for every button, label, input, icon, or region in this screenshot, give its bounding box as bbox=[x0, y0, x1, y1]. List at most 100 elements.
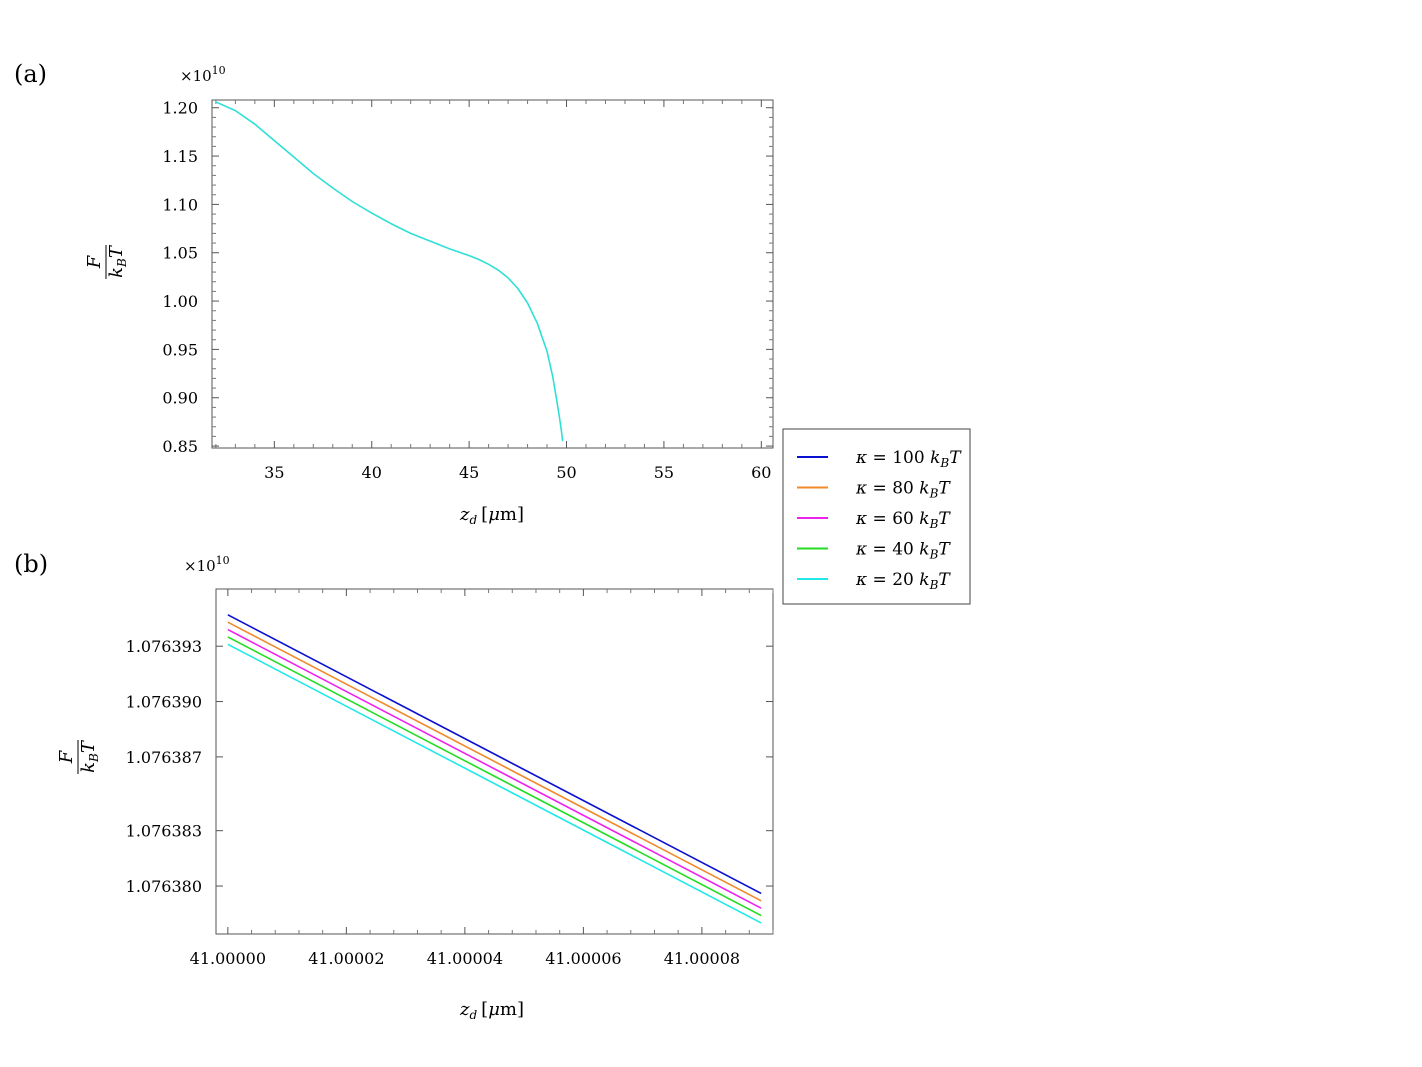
chart-a-xlabel-sub: d bbox=[469, 513, 477, 527]
legend-kappa: κ bbox=[855, 509, 867, 529]
legend-kappa: κ bbox=[855, 570, 867, 590]
chart-b-xlabel-rest: m] bbox=[500, 999, 524, 1020]
chart-b-ylabel: F kBT bbox=[56, 739, 101, 774]
legend-value: = 60 bbox=[867, 509, 919, 529]
legend-kappa: κ bbox=[855, 479, 867, 499]
legend-label-0: κ = 100 kBT bbox=[855, 448, 962, 470]
chart-b-ytick-label: 1.076393 bbox=[126, 637, 202, 656]
chart-b-frame bbox=[215, 588, 774, 935]
legend-unit-t: T bbox=[938, 479, 951, 499]
chart-b-series-1 bbox=[227, 621, 762, 902]
chart-a-ylabel-den-rest: T bbox=[106, 244, 127, 258]
chart-a-ylabel-den-var: k bbox=[106, 267, 127, 278]
chart-a: 35 40 45 50 55 60 0.85 0.90 0.95 1.00 1.05 1.10 1.15… bbox=[84, 64, 774, 527]
legend-label-2: κ = 60 kBT bbox=[855, 509, 951, 531]
legend-value: = 20 bbox=[867, 570, 919, 590]
chart-a-xtick-label: 60 bbox=[751, 463, 771, 482]
legend-unit-k: k bbox=[919, 540, 929, 560]
chart-a-ytick-label: 1.20 bbox=[162, 99, 198, 118]
chart-b-series bbox=[227, 614, 762, 924]
chart-a-frame bbox=[211, 99, 774, 449]
chart-b-xtick-label: 41.00000 bbox=[190, 949, 266, 968]
legend-unit-t: T bbox=[949, 448, 962, 468]
chart-b-ylabel-num: F bbox=[56, 749, 77, 764]
legend-kappa: κ bbox=[855, 540, 867, 560]
legend-unit-k: k bbox=[919, 570, 929, 590]
legend-label-4: κ = 20 kBT bbox=[855, 570, 951, 592]
chart-a-xtick-label: 45 bbox=[459, 463, 479, 482]
legend-unit-sub: B bbox=[929, 548, 939, 562]
chart-b-multiplier-exp: 10 bbox=[216, 554, 230, 567]
chart-a-ytick-label: 0.85 bbox=[162, 437, 198, 456]
chart-b-multiplier: ×1010 bbox=[184, 554, 230, 575]
chart-b-series-4 bbox=[227, 643, 762, 924]
panel-label-b: (b) bbox=[14, 550, 48, 578]
chart-a-multiplier-base: ×10 bbox=[180, 67, 212, 85]
chart-b-xlabel-var: z bbox=[459, 999, 470, 1020]
chart-a-ytick-label: 1.00 bbox=[162, 292, 198, 311]
chart-a-xtick-label: 35 bbox=[264, 463, 284, 482]
chart-b-ytick-label: 1.076390 bbox=[126, 693, 202, 712]
legend-unit-k: k bbox=[930, 448, 940, 468]
legend-unit-sub: B bbox=[929, 517, 939, 531]
legend-unit-sub: B bbox=[929, 487, 939, 501]
chart-b-ylabel-den-rest: T bbox=[78, 739, 99, 753]
legend-value: = 100 bbox=[867, 448, 930, 468]
chart-a-ytick-label: 1.05 bbox=[162, 244, 198, 263]
chart-b-xtick-label: 41.00006 bbox=[545, 949, 621, 968]
legend-kappa: κ bbox=[855, 448, 867, 468]
chart-b-series-3 bbox=[227, 636, 762, 917]
chart-b-xtick-label: 41.00004 bbox=[427, 949, 503, 968]
legend-unit-k: k bbox=[919, 479, 929, 499]
chart-a-xlabel: zd [μm] bbox=[459, 504, 524, 527]
panel-label-a: (a) bbox=[14, 60, 47, 88]
chart-a-ytick-label: 1.15 bbox=[162, 147, 198, 166]
chart-a-multiplier-exp: 10 bbox=[212, 64, 226, 77]
chart-b-xlabel-sub: d bbox=[469, 1008, 477, 1022]
chart-a-ytick-label: 0.90 bbox=[162, 389, 198, 408]
chart-a-ytick-label: 1.10 bbox=[162, 195, 198, 214]
legend-unit-t: T bbox=[938, 570, 951, 590]
chart-a-ylabel-den-sub: B bbox=[115, 258, 129, 268]
chart-b-ytick-label: 1.076383 bbox=[126, 822, 202, 841]
chart-a-xlabel-rest: m] bbox=[500, 504, 524, 525]
chart-b-series-2 bbox=[227, 628, 762, 909]
legend-unit-k: k bbox=[919, 509, 929, 529]
chart-b-ylabel-den-sub: B bbox=[87, 753, 101, 763]
chart-a-xtick-label: 40 bbox=[362, 463, 382, 482]
chart-b-xlabel-open: [ bbox=[481, 999, 488, 1020]
chart-b-ylabel-den: kBT bbox=[78, 739, 101, 773]
legend-unit-sub: B bbox=[929, 578, 939, 592]
chart-b: 41.00000 41.00002 41.00004 41.00006 41.00008… bbox=[56, 554, 774, 1022]
chart-a-ytick-label: 0.95 bbox=[162, 340, 198, 359]
legend-frame bbox=[782, 428, 971, 605]
legend-unit-sub: B bbox=[939, 456, 949, 470]
legend-label-1: κ = 80 kBT bbox=[855, 479, 951, 501]
chart-a-xtick-label: 50 bbox=[556, 463, 576, 482]
chart-b-xtick-label: 41.00008 bbox=[664, 949, 740, 968]
legend-unit-t: T bbox=[938, 540, 951, 560]
chart-a-xlabel-mu: μ bbox=[488, 504, 500, 525]
chart-b-multiplier-base: ×10 bbox=[184, 557, 216, 575]
chart-a-ticks: 35 40 45 50 55 60 0.85 0.90 0.95 1.00 1.05 1.10 1.15… bbox=[162, 99, 773, 482]
chart-a-series-0 bbox=[215, 101, 564, 442]
chart-a-xlabel-var: z bbox=[459, 504, 470, 525]
chart-a-series bbox=[215, 101, 564, 442]
chart-a-ylabel: F kBT bbox=[84, 244, 129, 279]
chart-b-xlabel-mu: μ bbox=[488, 999, 500, 1020]
legend-value: = 80 bbox=[867, 479, 919, 499]
chart-a-ylabel-den: kBT bbox=[106, 244, 129, 278]
chart-a-xlabel-open: [ bbox=[481, 504, 488, 525]
legend-value: = 40 bbox=[867, 540, 919, 560]
chart-b-ylabel-den-var: k bbox=[78, 762, 99, 773]
legend-label-3: κ = 40 kBT bbox=[855, 540, 951, 562]
chart-b-xtick-label: 41.00002 bbox=[308, 949, 384, 968]
legend-unit-t: T bbox=[938, 509, 951, 529]
chart-b-ytick-label: 1.076380 bbox=[126, 877, 202, 896]
chart-b-xlabel: zd [μm] bbox=[459, 999, 524, 1022]
chart-a-ylabel-num: F bbox=[84, 254, 105, 269]
chart-b-series-0 bbox=[227, 614, 762, 895]
